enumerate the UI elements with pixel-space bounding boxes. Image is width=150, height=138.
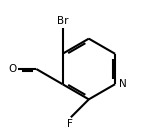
Text: N: N — [118, 79, 126, 89]
Text: O: O — [8, 64, 16, 74]
Text: Br: Br — [57, 16, 68, 26]
Text: F: F — [67, 119, 72, 129]
